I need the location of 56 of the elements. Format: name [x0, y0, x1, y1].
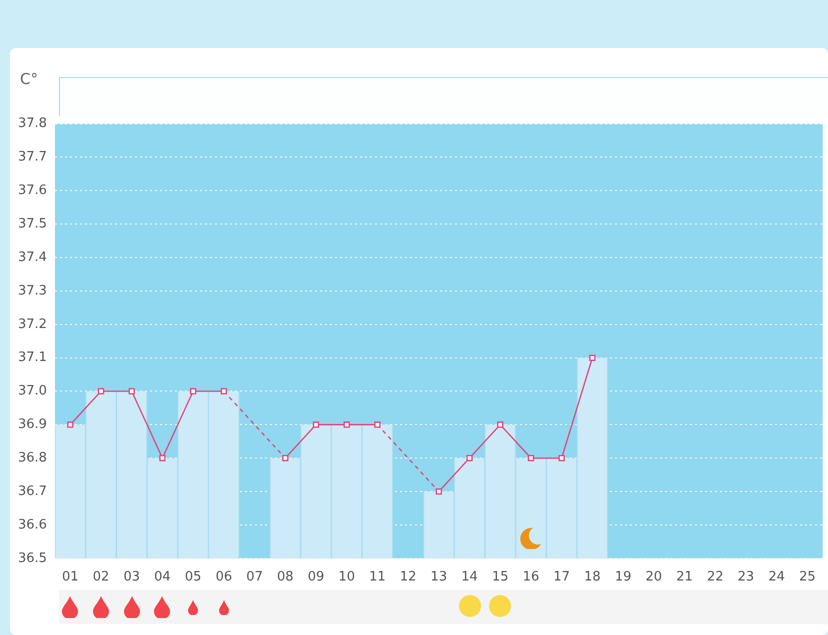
y-tick-label: 37.0 — [18, 384, 47, 399]
x-tick-label: 13 — [430, 570, 448, 585]
x-tick-label: 19 — [614, 570, 632, 585]
point — [312, 422, 320, 428]
y-tick-label: 37.5 — [18, 216, 47, 232]
point — [159, 454, 166, 462]
y-tick-label: 37.3 — [18, 283, 47, 298]
y-tick-label: 37.7 — [18, 150, 47, 165]
y-tick-label: 37.2 — [18, 316, 47, 332]
point — [497, 422, 504, 428]
y-tick-label: 36.8 — [18, 450, 47, 466]
y-tick-label: 36.6 — [18, 517, 47, 532]
point — [374, 422, 381, 428]
x-tick-label: 06 — [216, 570, 232, 585]
x-tick-label: 20 — [646, 570, 662, 585]
point — [558, 454, 565, 462]
point — [98, 388, 104, 394]
x-tick-label: 25 — [799, 570, 816, 585]
y-tick-label: 37.8 — [18, 116, 47, 132]
y-tick-label: 36.9 — [18, 417, 47, 432]
point — [436, 488, 442, 495]
x-tick-label: 17 — [553, 570, 570, 585]
x-tick-label: 04 — [154, 570, 171, 585]
point — [220, 388, 227, 394]
y-tick-label: 36.7 — [18, 484, 47, 499]
point — [282, 454, 288, 462]
x-tick-label: 24 — [768, 570, 785, 585]
y-tick-label: 37.1 — [18, 350, 47, 366]
x-tick-label: 12 — [400, 570, 416, 585]
x-tick-label: 18 — [584, 570, 601, 585]
x-tick-label: 11 — [369, 570, 386, 585]
x-tick-label: 08 — [277, 570, 294, 585]
point — [466, 454, 473, 462]
point — [589, 354, 596, 361]
y-tick-label: 36.5 — [18, 550, 47, 566]
x-tick-label: 15 — [492, 570, 509, 585]
x-tick-label: 21 — [676, 570, 693, 585]
x-tick-label: 07 — [246, 570, 263, 585]
point — [344, 422, 350, 428]
y-axis-title: C° — [20, 70, 38, 88]
x-tick-label: 10 — [338, 570, 355, 585]
y-tick-label: 37.4 — [18, 250, 47, 265]
point — [528, 454, 534, 462]
x-tick-label: 09 — [308, 570, 324, 585]
y-tick-label: 37.6 — [18, 183, 47, 198]
x-tick-label: 23 — [738, 570, 754, 585]
x-tick-label: 22 — [706, 570, 724, 585]
x-tick-label: 01 — [62, 570, 79, 585]
point — [67, 422, 74, 428]
x-tick-label: 02 — [92, 570, 110, 585]
point — [190, 388, 196, 394]
point — [128, 388, 135, 394]
x-tick-label: 16 — [522, 570, 540, 585]
x-tick-label: 03 — [123, 570, 140, 585]
x-tick-label: 14 — [461, 570, 478, 585]
x-tick-label: 05 — [184, 570, 202, 585]
